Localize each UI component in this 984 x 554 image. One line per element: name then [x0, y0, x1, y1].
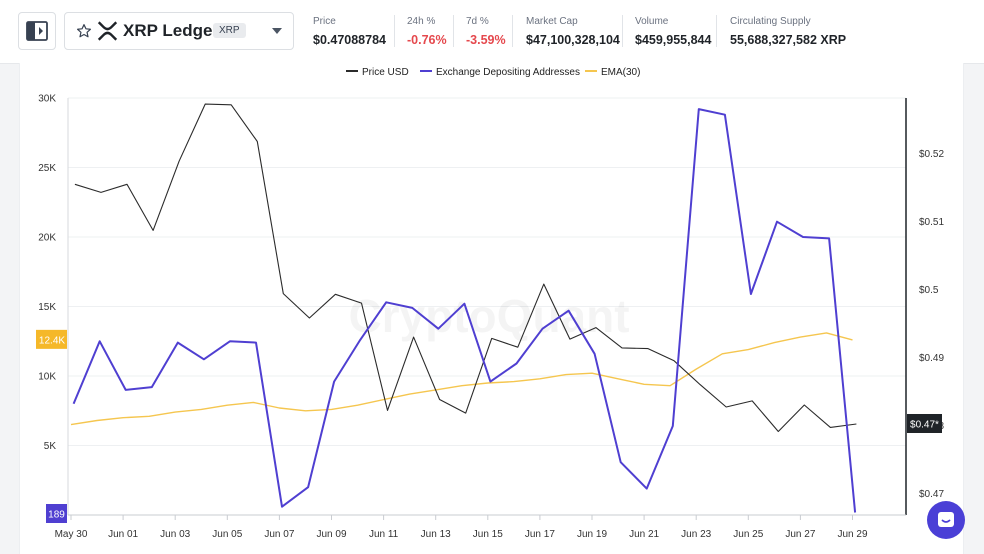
x-tick-label: Jun 11	[369, 529, 399, 540]
current-value-marker-addresses	[46, 504, 67, 523]
current-value-label-ema: 12.4K	[39, 335, 65, 346]
current-value-marker-ema	[36, 329, 67, 349]
x-tick-label: Jun 29	[837, 529, 867, 540]
x-tick-label: Jun 03	[160, 529, 190, 540]
stat-divider	[622, 15, 623, 47]
y-right-tick-label: $0.51	[919, 217, 944, 228]
star-icon[interactable]	[76, 23, 92, 39]
chat-icon	[938, 512, 954, 527]
top-bar: XRP Ledger XRP Price $0.47088784 24h % -…	[0, 0, 984, 64]
stat-divider	[394, 15, 395, 47]
x-tick-label: Jun 21	[629, 529, 659, 540]
asset-ticker-badge: XRP	[213, 23, 246, 38]
stat-7d-change: 7d % -3.59%	[466, 16, 506, 47]
current-value-marker-price	[907, 413, 942, 433]
stat-market-cap-value: $47,100,328,104	[526, 33, 620, 47]
x-tick-label: Jun 19	[577, 529, 607, 540]
x-tick-label: Jun 13	[421, 529, 451, 540]
y-left-tick-label: 20K	[38, 233, 56, 244]
stat-market-cap-label: Market Cap	[526, 16, 578, 27]
series-line-ema-30	[70, 332, 853, 426]
x-tick-label: Jun 27	[785, 529, 815, 540]
watermark: CryptoQuant	[348, 290, 629, 342]
x-tick-label: Jun 25	[733, 529, 763, 540]
legend-label: Price USD	[362, 67, 409, 78]
current-value-label-addresses: 189	[48, 510, 65, 521]
y-left-tick-label: 25K	[38, 163, 56, 174]
stat-7d-value: -3.59%	[466, 33, 506, 47]
stat-24h-value: -0.76%	[407, 33, 447, 47]
chevron-down-icon[interactable]	[272, 28, 282, 35]
stat-volume-value: $459,955,844	[635, 33, 712, 47]
stat-market-cap: Market Cap $47,100,328,104	[526, 16, 620, 47]
stat-24h-label: 24h %	[407, 16, 436, 27]
x-tick-label: Jun 17	[525, 529, 555, 540]
stat-supply-label: Circulating Supply	[730, 16, 811, 27]
y-right-tick-label: $0.5	[919, 285, 939, 296]
legend-label: EMA(30)	[601, 67, 640, 78]
x-tick-label: Jun 07	[264, 529, 294, 540]
chart-markers: 12.4K 189 $0.47*	[36, 329, 942, 523]
y-left-tick-label: 30K	[38, 94, 56, 105]
x-tick-label: Jun 23	[681, 529, 711, 540]
legend-label: Exchange Depositing Addresses	[436, 67, 580, 78]
stat-price-label: Price	[313, 16, 336, 27]
stat-supply-value: 55,688,327,582 XRP	[730, 33, 847, 47]
stat-divider	[512, 15, 513, 47]
chat-support-button[interactable]	[927, 501, 965, 539]
series-line-exchange-depositing-addresses	[72, 108, 857, 513]
stat-divider	[453, 15, 454, 47]
stat-volume: Volume $459,955,844	[635, 16, 711, 47]
series-line-price-usd	[74, 103, 857, 433]
stat-7d-label: 7d %	[466, 16, 489, 27]
chart-legend[interactable]: Price USD Exchange Depositing Addresses EM…	[346, 67, 640, 78]
y-left-tick-label: 5K	[44, 441, 57, 452]
sidebar-toggle-icon	[26, 21, 48, 41]
chart-grid	[68, 97, 906, 446]
y-left-tick-label: 10K	[38, 372, 56, 383]
stat-divider	[716, 15, 717, 47]
x-tick-label: Jun 05	[212, 529, 242, 540]
x-tick-label: May 30	[55, 529, 88, 540]
y-left-tick-label: 15K	[38, 302, 56, 313]
y-right-tick-label: $0.47	[919, 489, 944, 500]
asset-selector[interactable]: XRP Ledger XRP	[64, 12, 294, 50]
y-right-tick-label: $0.52	[919, 149, 944, 160]
xrp-logo-icon	[97, 21, 118, 41]
current-value-label-price: $0.47*	[910, 419, 939, 430]
stat-24h-change: 24h % -0.76%	[407, 16, 447, 47]
stat-price-value: $0.47088784	[313, 33, 386, 47]
stat-price: Price $0.47088784	[313, 16, 386, 47]
chart-card	[19, 63, 964, 554]
x-tick-label: Jun 09	[316, 529, 346, 540]
stat-supply: Circulating Supply 55,688,327,582 XRP	[730, 16, 846, 47]
asset-name: XRP Ledger	[123, 21, 220, 40]
x-tick-label: Jun 01	[108, 529, 138, 540]
x-tick-label: Jun 15	[473, 529, 503, 540]
sidebar-toggle-button[interactable]	[18, 12, 56, 50]
stat-volume-label: Volume	[635, 16, 669, 27]
y-right-tick-label: $0.49	[919, 353, 944, 364]
chart-axes: 5K10K15K20K25K30K$0.47$0.48$0.49$0.5$0.5…	[38, 94, 944, 541]
chart-series	[70, 103, 857, 513]
